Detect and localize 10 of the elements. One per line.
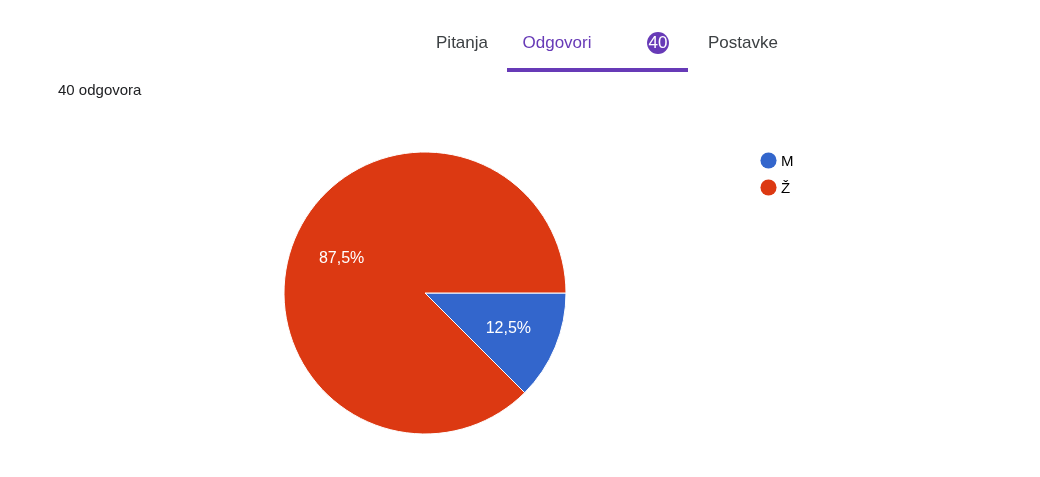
data-label: 12,5% bbox=[485, 318, 532, 336]
text: 40 odgovora bbox=[58, 81, 143, 98]
text: 40 bbox=[648, 33, 668, 52]
pie-slice bbox=[283, 151, 567, 435]
text: Postavke bbox=[708, 33, 778, 52]
legend-label: M bbox=[781, 151, 794, 169]
legend-label: Ž bbox=[781, 178, 791, 196]
text: Pitanja bbox=[436, 33, 489, 52]
text: Odgovori bbox=[522, 33, 592, 52]
data-label: 87,5% bbox=[318, 249, 365, 267]
